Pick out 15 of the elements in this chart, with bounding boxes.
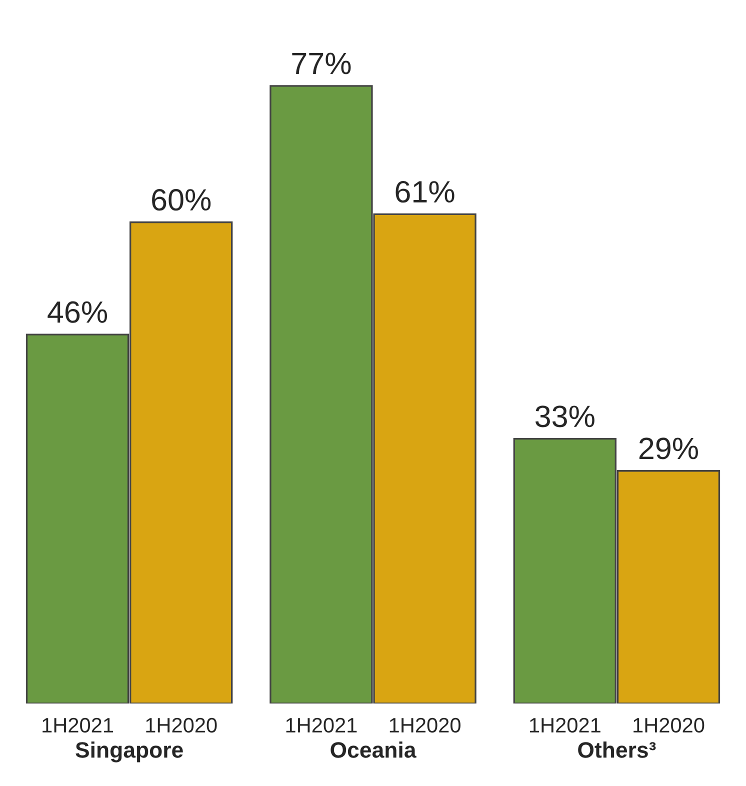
text: 1H2020	[390, 718, 460, 733]
data-label: 77%	[292, 52, 351, 74]
data-label: 46%	[48, 301, 108, 323]
series-label: 1H2020	[146, 718, 217, 733]
data-label: 60%	[152, 189, 211, 211]
x-tick-label: Singapore	[76, 742, 183, 762]
data-label: 61%	[396, 180, 454, 203]
x-tick-label: Oceania	[330, 742, 416, 758]
series-label: 1H2021	[42, 718, 113, 733]
data-label: 29%	[639, 438, 698, 460]
data-label: 33%	[535, 406, 594, 428]
text: 1H2021	[530, 718, 600, 733]
text: 1H2020	[634, 718, 704, 733]
x-tick-label: Others³	[578, 742, 656, 758]
text: 1H2021	[286, 718, 357, 733]
